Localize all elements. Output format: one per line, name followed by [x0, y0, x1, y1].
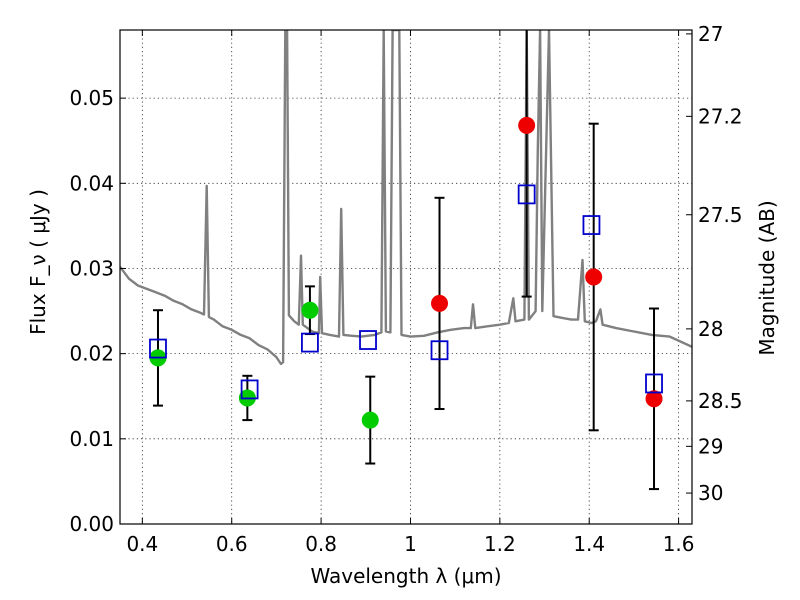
magnitude-tick-label: 28.5	[698, 389, 743, 413]
data-point-circle	[518, 116, 536, 134]
x-tick-label: 1	[404, 532, 417, 556]
magnitude-tick-label: 27	[698, 22, 723, 46]
x-tick-label: 1.4	[573, 532, 605, 556]
model-point-square	[430, 340, 449, 361]
y-axis-title-right: Magnitude (AB)	[755, 200, 779, 355]
model-spectrum-line	[120, 30, 692, 366]
x-tick-label: 0.4	[126, 532, 158, 556]
data-layer	[120, 30, 692, 491]
model-point-square	[301, 332, 319, 353]
y-axis-title-left: Flux F_ν ( μJy )	[26, 189, 50, 335]
x-tick-label: 1.2	[484, 532, 516, 556]
model-point-square	[582, 215, 601, 235]
magnitude-tick-label: 30	[698, 481, 723, 505]
x-axis-title: Wavelength λ (μm)	[310, 564, 501, 588]
model-point-square	[359, 330, 377, 350]
plot-frame	[119, 29, 693, 525]
y-tick-label: 0.05	[69, 86, 114, 110]
data-point-circle	[361, 411, 379, 429]
model-point-square	[240, 379, 259, 400]
magnitude-tick-label: 27.5	[698, 203, 743, 227]
model-point-square	[645, 373, 663, 394]
y-tick-label: 0.00	[69, 512, 114, 536]
data-point-circle	[431, 294, 449, 312]
magnitude-tick-label: 28	[698, 317, 723, 341]
model-point-square	[149, 338, 167, 359]
data-point-circle	[585, 268, 603, 286]
y-tick-label: 0.04	[69, 171, 114, 195]
x-tick-label: 1.6	[663, 532, 695, 556]
model-point-square	[517, 184, 536, 205]
axes: 0.4 0.6 0.8 1 1.2 1.4 1.6 0.00 0.01 0.02 0.03 0.04 0…	[69, 22, 742, 556]
data-point-circle	[301, 301, 319, 319]
y-tick-label: 0.02	[69, 342, 114, 366]
magnitude-tick-label: 27.2	[698, 104, 743, 128]
x-tick-label: 0.8	[305, 532, 337, 556]
x-tick-label: 0.6	[216, 532, 248, 556]
magnitude-tick-label: 29	[698, 434, 723, 458]
y-tick-label: 0.03	[69, 256, 114, 280]
y-tick-label: 0.01	[69, 427, 114, 451]
data-point-circle	[645, 390, 663, 408]
